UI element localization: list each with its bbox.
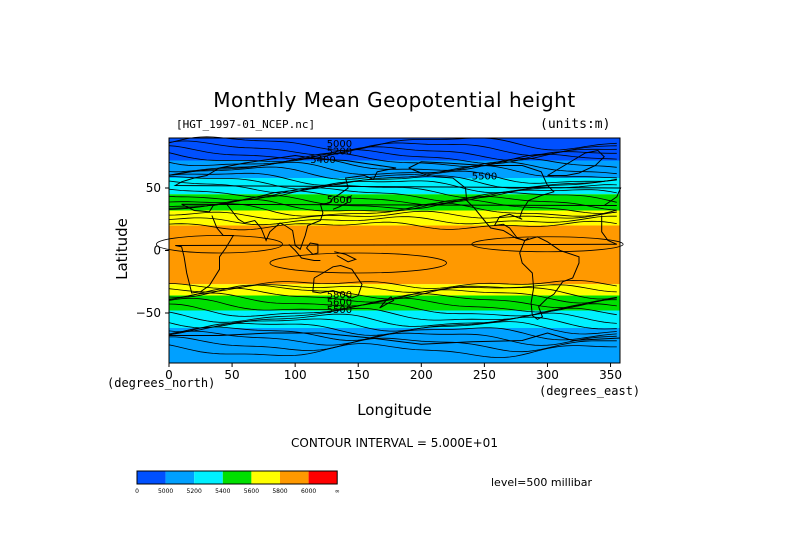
contour-line <box>168 140 617 156</box>
colorbar-label: 5400 <box>215 488 230 495</box>
band <box>169 295 620 311</box>
coastline <box>169 332 621 345</box>
contour-line <box>168 284 617 293</box>
colorbar-swatch <box>165 471 195 484</box>
x-axis-label: Longitude <box>357 401 432 419</box>
contour-line <box>168 330 617 346</box>
contour-line <box>168 307 617 323</box>
coastlines <box>169 149 622 345</box>
y-tick-label: 0 <box>153 244 161 258</box>
x-tick-label: 200 <box>410 368 433 382</box>
contour-line <box>168 210 617 220</box>
contour-label: 5200 <box>327 146 352 157</box>
colorbar-label: 0 <box>135 488 139 495</box>
contour-line <box>168 343 617 358</box>
contour-line <box>168 157 617 173</box>
contour-line <box>155 235 283 254</box>
contour-line <box>168 175 617 190</box>
x-tick-label: 300 <box>536 368 559 382</box>
contour-label: 5600 <box>327 195 352 206</box>
contour-line <box>168 184 617 199</box>
contour-label: 5800 <box>327 290 352 301</box>
colorbar-label: 5800 <box>272 488 287 495</box>
coastline <box>288 243 321 261</box>
contour-label: 5600 <box>327 298 352 309</box>
x-tick-label: 100 <box>284 368 307 382</box>
coastline <box>519 236 580 320</box>
band <box>169 210 620 226</box>
colorbar: 0 5000 5200 5400 5600 5800 6000 ∞ <box>135 470 340 495</box>
contour-line <box>168 297 617 313</box>
contour-label: 5500 <box>327 305 352 316</box>
x-ticks: 0 50 100 150 200 250 300 350 <box>165 363 622 382</box>
color-bands <box>169 138 620 363</box>
coastline <box>173 154 622 206</box>
contour-line <box>168 165 617 180</box>
file-label: [HGT_1997-01_NCEP.nc] <box>176 118 316 131</box>
contour-line <box>168 220 617 231</box>
units-label: (units:m) <box>540 117 611 132</box>
x-unit-label: (degrees_east) <box>539 384 641 398</box>
contour-line <box>168 152 617 168</box>
chart-title: Monthly Mean Geopotential height <box>213 88 576 112</box>
colorbar-swatch <box>137 471 166 484</box>
contour-line <box>168 179 617 194</box>
colorbar-label: 5200 <box>187 488 202 495</box>
coastline <box>408 161 555 242</box>
coastline <box>306 242 319 255</box>
contour-label: 5500 <box>472 171 497 182</box>
contour-line <box>168 170 617 186</box>
y-unit-label: (degrees_north) <box>107 376 216 390</box>
colorbar-swatch <box>308 471 338 484</box>
band <box>169 225 620 285</box>
colorbar-label: ∞ <box>335 488 340 495</box>
contour-line <box>168 136 617 151</box>
colorbar-swatch <box>251 471 280 484</box>
contour-line <box>168 161 617 176</box>
contour-line <box>269 252 447 274</box>
level-text: level=500 millibar <box>491 476 593 489</box>
band <box>169 178 620 195</box>
y-tick-label: 50 <box>146 181 161 195</box>
contour-line <box>168 326 617 341</box>
colorbar-swatch <box>280 471 309 484</box>
band <box>169 310 620 328</box>
band <box>169 284 620 296</box>
y-tick-label: −50 <box>136 306 161 320</box>
colorbar-swatch <box>222 471 252 484</box>
contour-line <box>168 292 617 309</box>
contour-label: 5400 <box>310 155 335 166</box>
colorbar-label: 5000 <box>158 488 173 495</box>
x-tick-label: 150 <box>347 368 370 382</box>
coastline <box>408 167 525 241</box>
y-ticks: 50 0 −50 <box>136 181 169 320</box>
colorbar-swatch <box>194 471 223 484</box>
coastline <box>175 215 617 294</box>
coastline <box>547 149 605 176</box>
coastline <box>332 195 353 210</box>
colorbar-label: 6000 <box>301 488 316 495</box>
band <box>169 138 620 161</box>
contour-label: 5000 <box>327 139 352 150</box>
coastline <box>334 251 358 263</box>
x-tick-label: 250 <box>473 368 496 382</box>
contour-line <box>168 145 617 161</box>
contour-line <box>169 336 617 353</box>
x-tick-label: 50 <box>224 368 239 382</box>
contour-line <box>168 215 617 226</box>
colorbar-frame <box>136 470 338 485</box>
contour-line <box>168 316 617 333</box>
coastline <box>379 296 395 309</box>
contour-interval-text: CONTOUR INTERVAL = 5.000E+01 <box>291 436 498 450</box>
x-tick-label: 350 <box>599 368 622 382</box>
x-tick-label: 0 <box>165 368 173 382</box>
colorbar-label: 5600 <box>244 488 259 495</box>
coastline <box>312 264 363 299</box>
